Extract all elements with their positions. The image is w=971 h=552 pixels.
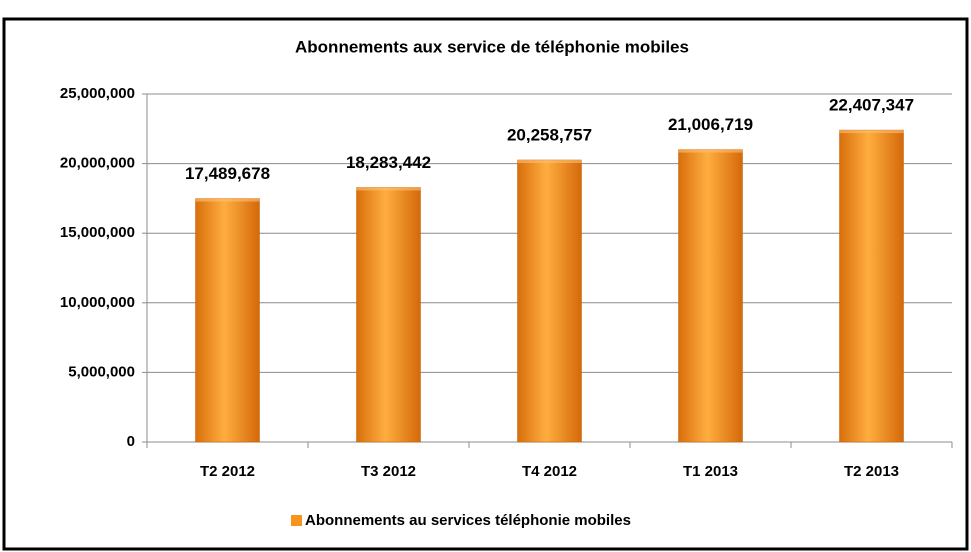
data-label: 21,006,719 xyxy=(668,115,753,134)
x-tick-label: T2 2013 xyxy=(844,463,899,480)
x-tick-label: T2 2012 xyxy=(200,463,255,480)
y-tick-label: 5,000,000 xyxy=(68,363,135,380)
bar xyxy=(195,198,260,443)
data-label: 22,407,347 xyxy=(829,96,914,115)
bar-top xyxy=(839,130,904,134)
x-tick-label: T1 2013 xyxy=(683,463,738,480)
y-tick-label: 10,000,000 xyxy=(60,294,135,311)
bar xyxy=(839,129,904,443)
bar-top xyxy=(195,198,260,202)
x-tick-label: T3 2012 xyxy=(361,463,416,480)
x-tick-label: T4 2012 xyxy=(522,463,577,480)
bar xyxy=(678,149,743,443)
y-tick-label: 0 xyxy=(127,433,135,450)
bar-top xyxy=(678,149,743,153)
y-tick-label: 20,000,000 xyxy=(60,155,135,172)
legend-label: Abonnements au services téléphonie mobil… xyxy=(305,512,631,529)
bar xyxy=(517,159,582,443)
data-label: 18,283,442 xyxy=(346,153,431,172)
chart-title: Abonnements aux service de téléphonie mo… xyxy=(295,37,689,56)
bar-top xyxy=(356,187,421,191)
data-label: 20,258,757 xyxy=(507,125,592,144)
bar xyxy=(356,187,421,443)
bar-top xyxy=(517,159,582,163)
legend-swatch xyxy=(291,515,302,526)
y-tick-label: 15,000,000 xyxy=(60,224,135,241)
data-label: 17,489,678 xyxy=(185,164,270,183)
y-tick-label: 25,000,000 xyxy=(60,85,135,102)
chart-frame xyxy=(2,17,969,551)
